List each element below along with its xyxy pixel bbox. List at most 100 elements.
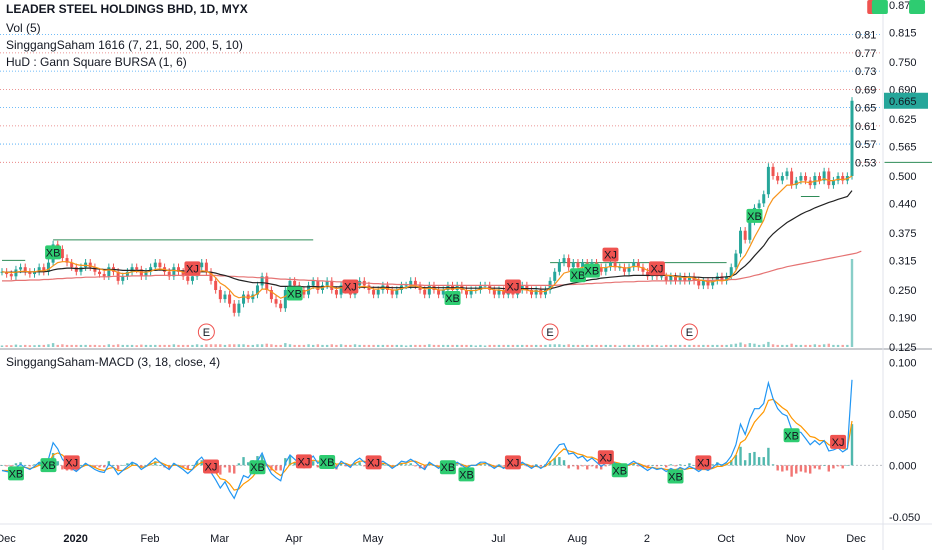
macd-histogram-bar [502, 465, 505, 467]
macd-histogram-bar [223, 465, 227, 468]
time-tick-label: Nov [786, 533, 806, 545]
candle-body [711, 280, 715, 286]
candle-body [599, 267, 603, 272]
price-tick-label: 0.190 [889, 312, 917, 324]
candle-body [492, 290, 496, 295]
volume-bar [804, 344, 807, 347]
volume-bar [604, 344, 608, 347]
macd-histogram-bar [539, 465, 542, 467]
macd-histogram-bar [771, 464, 775, 466]
macd-histogram-bar [822, 465, 826, 466]
volume-bar [335, 344, 338, 347]
volume-bar [205, 344, 208, 347]
price-tick-label: 0.315 [889, 255, 917, 267]
volume-bar [102, 345, 106, 347]
candle-body [683, 276, 687, 281]
macd-histogram-bar [692, 465, 696, 466]
macd-histogram-bar [414, 465, 417, 467]
volume-bar [223, 344, 227, 347]
macd-histogram-bar [818, 465, 821, 470]
volume-bar [0, 345, 4, 347]
volume-bar [637, 344, 640, 347]
volume-bar [56, 344, 59, 347]
candle-body [255, 285, 259, 295]
volume-bar [367, 344, 371, 347]
macd-histogram-bar [739, 446, 742, 466]
earnings-label: E [203, 327, 210, 339]
macd-histogram-bar [195, 461, 199, 466]
signal-badge: XJ [604, 250, 617, 262]
candle-body [19, 267, 23, 270]
candle-body [42, 267, 46, 272]
volume-bar [613, 344, 617, 347]
macd-histogram-bar [79, 465, 83, 466]
volume-bar [511, 344, 515, 347]
volume-bar [260, 344, 264, 347]
macd-signal-badge: XJ [599, 452, 612, 464]
volume-bar [24, 344, 27, 347]
macd-histogram-bar [61, 465, 64, 470]
volume-bar [325, 344, 329, 347]
volume-bar [126, 344, 129, 347]
gann-level-label: 0.81 [855, 30, 876, 42]
signal-badge: XB [585, 266, 600, 278]
macd-signal-badge-bg [504, 455, 521, 470]
volume-bar [827, 343, 830, 347]
candle-body [242, 294, 246, 304]
volume-bar [246, 344, 250, 347]
candle-body [325, 280, 329, 286]
signal-badge: XJ [507, 282, 520, 294]
volume-bar [265, 343, 268, 347]
macd-tick-label: -0.050 [889, 512, 920, 524]
macd-histogram-bar [581, 465, 584, 467]
volume-bar [771, 344, 775, 347]
volume-bar [307, 344, 310, 347]
volume-bar [790, 343, 793, 347]
volume-bar [720, 344, 724, 347]
candle-body [102, 274, 106, 277]
macd-histogram-bar [790, 465, 793, 477]
volume-bar [84, 344, 87, 347]
candle-body [827, 171, 831, 186]
macd-histogram-bar [24, 465, 27, 466]
volume-bar [298, 344, 301, 347]
volume-bar [358, 344, 361, 347]
candle-body [409, 280, 413, 286]
macd-histogram-bar [112, 465, 115, 466]
volume-bar [65, 344, 69, 347]
macd-signal-badge: XJ [507, 457, 520, 469]
candle-body [817, 176, 821, 181]
macd-histogram-bar [808, 465, 812, 474]
macd-histogram-bar [743, 460, 747, 466]
macd-signal-badge: XB [873, 0, 888, 3]
macd-histogram-bar [730, 460, 733, 466]
volume-bar [618, 345, 621, 347]
candle-body [502, 290, 506, 295]
candle-body [706, 280, 710, 286]
volume-bar [10, 345, 13, 347]
volume-bar [432, 344, 436, 347]
macd-signal-badge: XB [784, 430, 799, 442]
volume-bar [446, 344, 450, 347]
candle-body [218, 290, 222, 300]
macd-histogram-bar [836, 465, 840, 467]
volume-bar [372, 344, 375, 347]
candle-body [316, 280, 320, 290]
volume-bar [158, 344, 162, 347]
volume-bar [799, 344, 803, 347]
candle-body [172, 267, 176, 277]
candle-body [88, 262, 92, 268]
macd-signal-badge: XB [250, 462, 265, 474]
volume-bar [572, 344, 575, 347]
candle-body [23, 267, 27, 272]
volume-bar [465, 344, 468, 347]
macd-histogram-bar [219, 465, 222, 475]
macd-histogram-bar [813, 465, 817, 469]
candle-body [177, 267, 181, 272]
volume-bar [534, 344, 538, 347]
candle-body [5, 271, 9, 275]
volume-bar [748, 343, 752, 347]
volume-bar [539, 344, 542, 347]
volume-bar [632, 344, 635, 347]
candle-body [204, 262, 208, 272]
